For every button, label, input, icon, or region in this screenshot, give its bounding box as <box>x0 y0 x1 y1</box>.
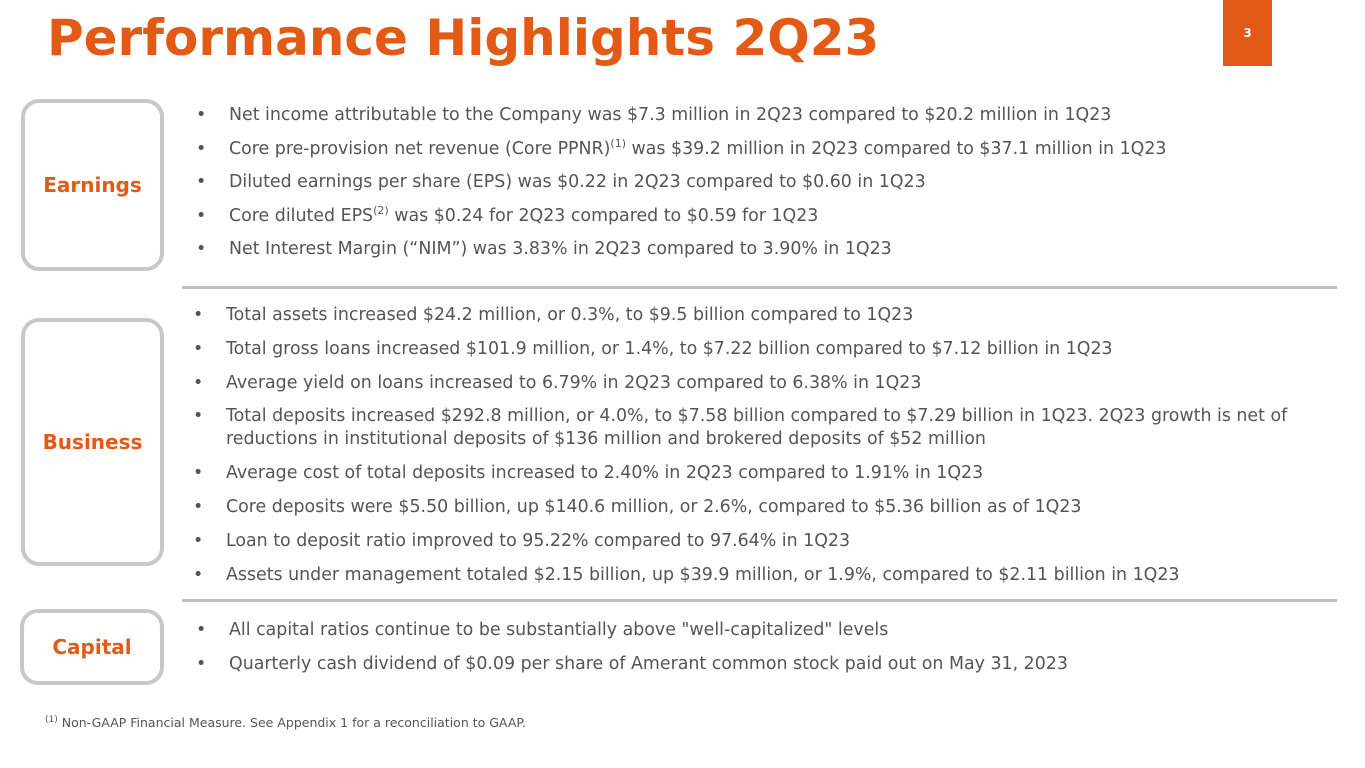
business-label-box: Business <box>21 318 164 566</box>
list-item: Net Interest Margin (“NIM”) was 3.83% in… <box>196 238 1166 272</box>
list-item: Average cost of total deposits increased… <box>193 462 1328 496</box>
list-item: Diluted earnings per share (EPS) was $0.… <box>196 171 1166 205</box>
list-item: Assets under management totaled $2.15 bi… <box>193 564 1328 598</box>
list-item: Quarterly cash dividend of $0.09 per sha… <box>196 653 1068 687</box>
earnings-bullet-list: Net income attributable to the Company w… <box>196 104 1166 272</box>
page-number: 3 <box>1223 0 1272 66</box>
footnote-marker: (1) <box>45 715 58 725</box>
business-bullet-list: Total assets increased $24.2 million, or… <box>193 304 1328 597</box>
list-item: All capital ratios continue to be substa… <box>196 619 1068 653</box>
section-divider <box>182 599 1337 602</box>
list-item: Core pre-provision net revenue (Core PPN… <box>196 138 1166 172</box>
capital-label: Capital <box>52 635 132 659</box>
section-divider <box>182 286 1337 289</box>
footnote: (1) Non-GAAP Financial Measure. See Appe… <box>45 715 526 730</box>
list-item: Total assets increased $24.2 million, or… <box>193 304 1328 338</box>
footnote-text: Non-GAAP Financial Measure. See Appendix… <box>57 715 526 730</box>
capital-bullet-list: All capital ratios continue to be substa… <box>196 619 1068 686</box>
list-item: Total deposits increased $292.8 million,… <box>193 405 1328 462</box>
earnings-label-box: Earnings <box>21 99 164 271</box>
list-item: Core deposits were $5.50 billion, up $14… <box>193 496 1328 530</box>
capital-label-box: Capital <box>20 609 164 685</box>
earnings-label: Earnings <box>43 173 142 197</box>
list-item: Core diluted EPS(2) was $0.24 for 2Q23 c… <box>196 205 1166 239</box>
business-label: Business <box>42 430 143 454</box>
list-item: Loan to deposit ratio improved to 95.22%… <box>193 530 1328 564</box>
list-item: Net income attributable to the Company w… <box>196 104 1166 138</box>
page-title: Performance Highlights 2Q23 <box>47 9 880 67</box>
list-item: Total gross loans increased $101.9 milli… <box>193 338 1328 372</box>
list-item: Average yield on loans increased to 6.79… <box>193 372 1328 406</box>
